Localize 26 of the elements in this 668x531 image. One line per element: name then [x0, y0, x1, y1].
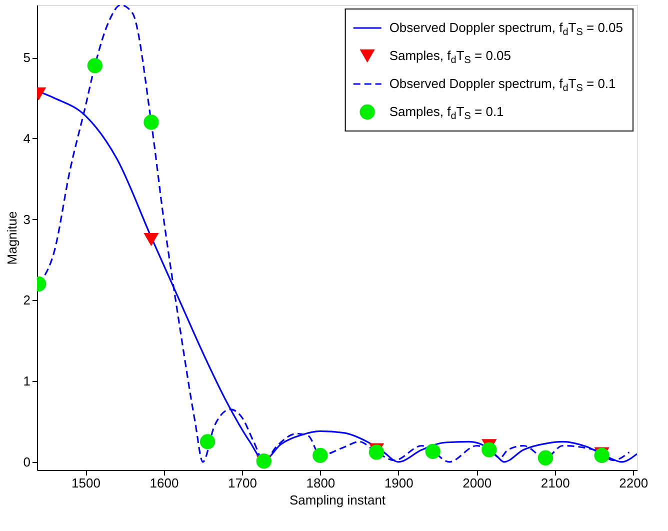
y-tick-label: 3 — [23, 212, 30, 227]
point — [594, 448, 610, 464]
y-axis-title: Magnitue — [4, 211, 20, 265]
x-tick-label: 2200 — [619, 476, 648, 490]
x-tick-label: 2100 — [540, 476, 570, 490]
x-tick-label: 1500 — [72, 476, 100, 490]
point — [144, 114, 159, 130]
point — [144, 232, 159, 246]
y-tick-label: 1 — [23, 374, 30, 389]
point — [425, 444, 440, 459]
point — [87, 58, 102, 74]
x-tick-label: 1900 — [384, 476, 414, 490]
x-tick-label: 1600 — [150, 476, 179, 490]
point — [538, 450, 554, 466]
x-tick-label: 1700 — [228, 476, 257, 490]
point — [482, 442, 497, 458]
y-tick-label: 4 — [23, 130, 30, 146]
y-tick-label: 5 — [23, 50, 30, 66]
point — [368, 444, 384, 460]
x-axis-title: Sampling instant — [289, 492, 386, 508]
x-tick-label: 1800 — [306, 476, 336, 490]
point — [200, 434, 216, 450]
y-tick-label: 0 — [23, 454, 30, 470]
y-tick-label: 2 — [23, 292, 30, 308]
x-tick-label: 2000 — [462, 476, 492, 490]
point — [312, 448, 328, 464]
